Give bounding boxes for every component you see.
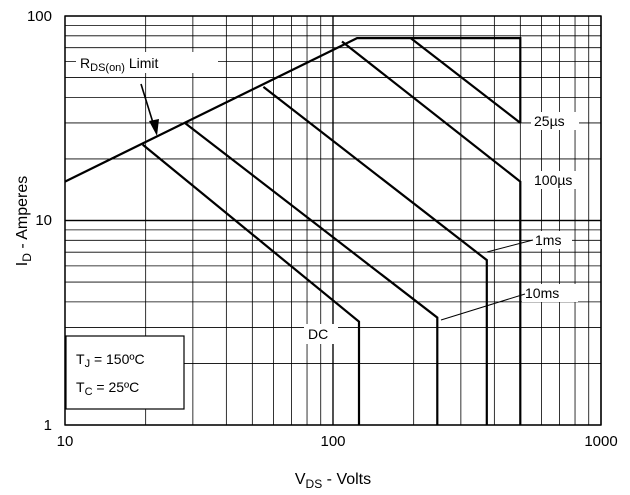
rdson-subscript: DS(on) [90,62,125,74]
label-bg-1ms [532,231,572,249]
plot-frame [64,15,602,426]
rdson-arrow-head [149,119,159,136]
series-label-100us: 100µs [534,172,572,188]
x-tick-label-1000: 1000 [584,433,617,450]
y-axis-title-rest: - Amperes [14,176,31,253]
conditions-box [65,335,185,410]
leader-10ms [440,293,526,321]
x-axis-title-main: V [295,471,306,488]
y-tick-label-1: 1 [44,417,52,434]
series-line-10ms [184,122,439,425]
rdson-rest: Limit [125,55,159,71]
rdson-label-bg [76,52,218,73]
series-label-10ms: 10ms [525,285,559,301]
x-axis-title-rest: - Volts [322,471,371,488]
y-axis-title: ID - Amperes [14,176,34,266]
junction-temp-label: TJ = 150ºC [76,351,145,370]
y-axis-title-subscript: D [20,253,34,262]
x-tick-label-100: 100 [320,433,345,450]
series-line-25us [64,36,522,183]
series-line-dc [142,143,361,425]
x-axis-title-subscript: DS [306,477,323,491]
series-line-100us [341,40,522,425]
series-label-dc: DC [308,326,328,342]
rdson-arrow-line [140,83,155,127]
series-label-1ms: 1ms [535,232,561,248]
case-temp-label: TC = 25ºC [76,379,139,398]
label-bg-100us [531,171,587,189]
y-axis-title-main: I [14,262,31,266]
y-tick-label-100: 100 [27,8,52,25]
series-label-25us: 25µs [534,113,565,129]
label-bg-25us [531,112,579,130]
series-lines [64,36,522,425]
tj-subscript: J [85,358,91,370]
rdson-main: R [80,55,90,71]
tc-subscript: C [85,386,93,398]
y-tick-label-10: 10 [35,212,52,229]
leader-1ms [486,239,534,253]
series-line-1ms [262,86,488,425]
label-bg-10ms [522,284,578,302]
rdson-limit-label: RDS(on) Limit [80,55,159,74]
tj-rest: = 150ºC [90,351,145,367]
series-line-boundary-5 [410,37,521,124]
tj-main: T [76,351,85,367]
label-bg-dc [304,324,338,344]
x-axis-title: VDS - Volts [295,471,371,491]
x-tick-label-10: 10 [57,433,74,450]
tc-main: T [76,379,85,395]
tc-rest: = 25ºC [93,379,140,395]
grid [64,15,602,426]
